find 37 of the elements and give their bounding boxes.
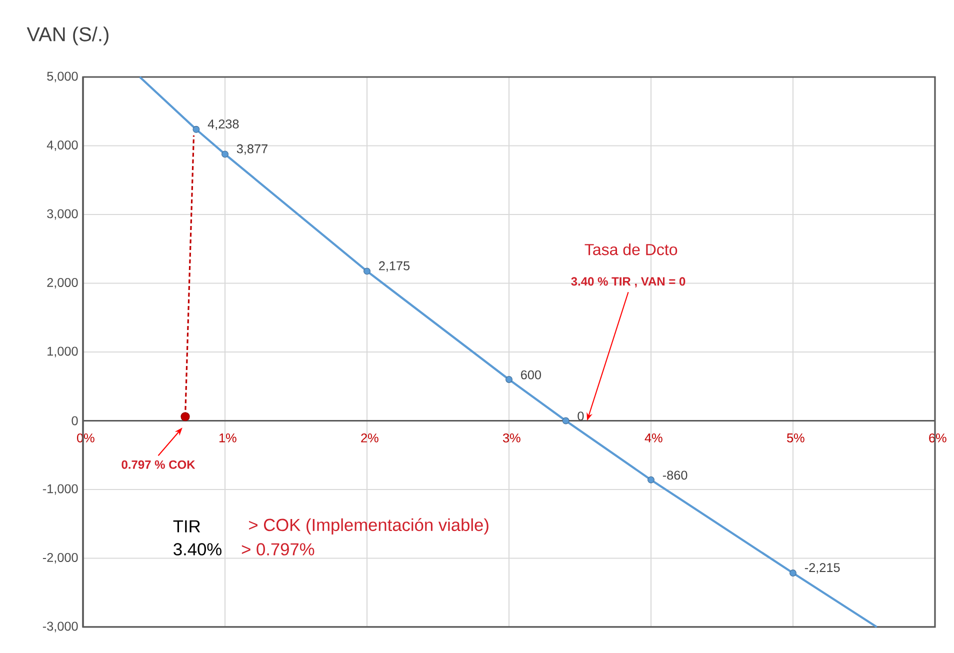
point	[648, 476, 654, 484]
annotation: Tasa de Dcto	[584, 243, 678, 256]
data-label: 600	[521, 370, 542, 380]
y-tick-label: -2,000	[42, 553, 78, 564]
point	[192, 126, 200, 133]
data-label: 2,175	[379, 261, 410, 272]
annotation: 3.40%	[174, 543, 222, 556]
annotation: 3.40 % TIR , VAN = 0	[571, 277, 686, 288]
point	[364, 268, 370, 275]
point	[790, 570, 796, 576]
y-tick-label: -1,000	[42, 484, 78, 495]
data-label: 4,238	[208, 119, 239, 130]
data-label: 0	[578, 412, 584, 421]
y-tick-label: 2,000	[47, 278, 78, 288]
data-label: -2,215	[804, 563, 840, 574]
x-tick-label: 1%	[219, 433, 236, 442]
point	[180, 412, 190, 422]
y-tick-label: 1,000	[48, 346, 78, 358]
data-label: 3,877	[236, 144, 268, 155]
chart-title: VAN (S/.)	[26, 26, 108, 46]
y-tick-label: 5,000	[47, 72, 78, 82]
y-tick-label: 3,000	[47, 209, 78, 220]
annotation: 0.797 % COK	[122, 460, 196, 469]
y-tick-label: 4,000	[46, 140, 78, 151]
point	[222, 150, 228, 158]
y-tick-label: -3,000	[42, 622, 78, 632]
data-label: -860	[662, 470, 688, 480]
point	[562, 417, 570, 424]
annotation: TIR	[173, 520, 200, 532]
x-tick-label: 3%	[502, 433, 520, 442]
x-tick-label: 5%	[787, 433, 804, 442]
x-tick-label: 2%	[361, 433, 378, 442]
annotation: > COK (Implementación viable)	[249, 518, 488, 535]
x-tick-label: 4%	[644, 433, 662, 442]
annotation: > 0.797%	[242, 543, 314, 556]
y-tick-label: 0	[72, 416, 78, 426]
point	[506, 376, 512, 383]
